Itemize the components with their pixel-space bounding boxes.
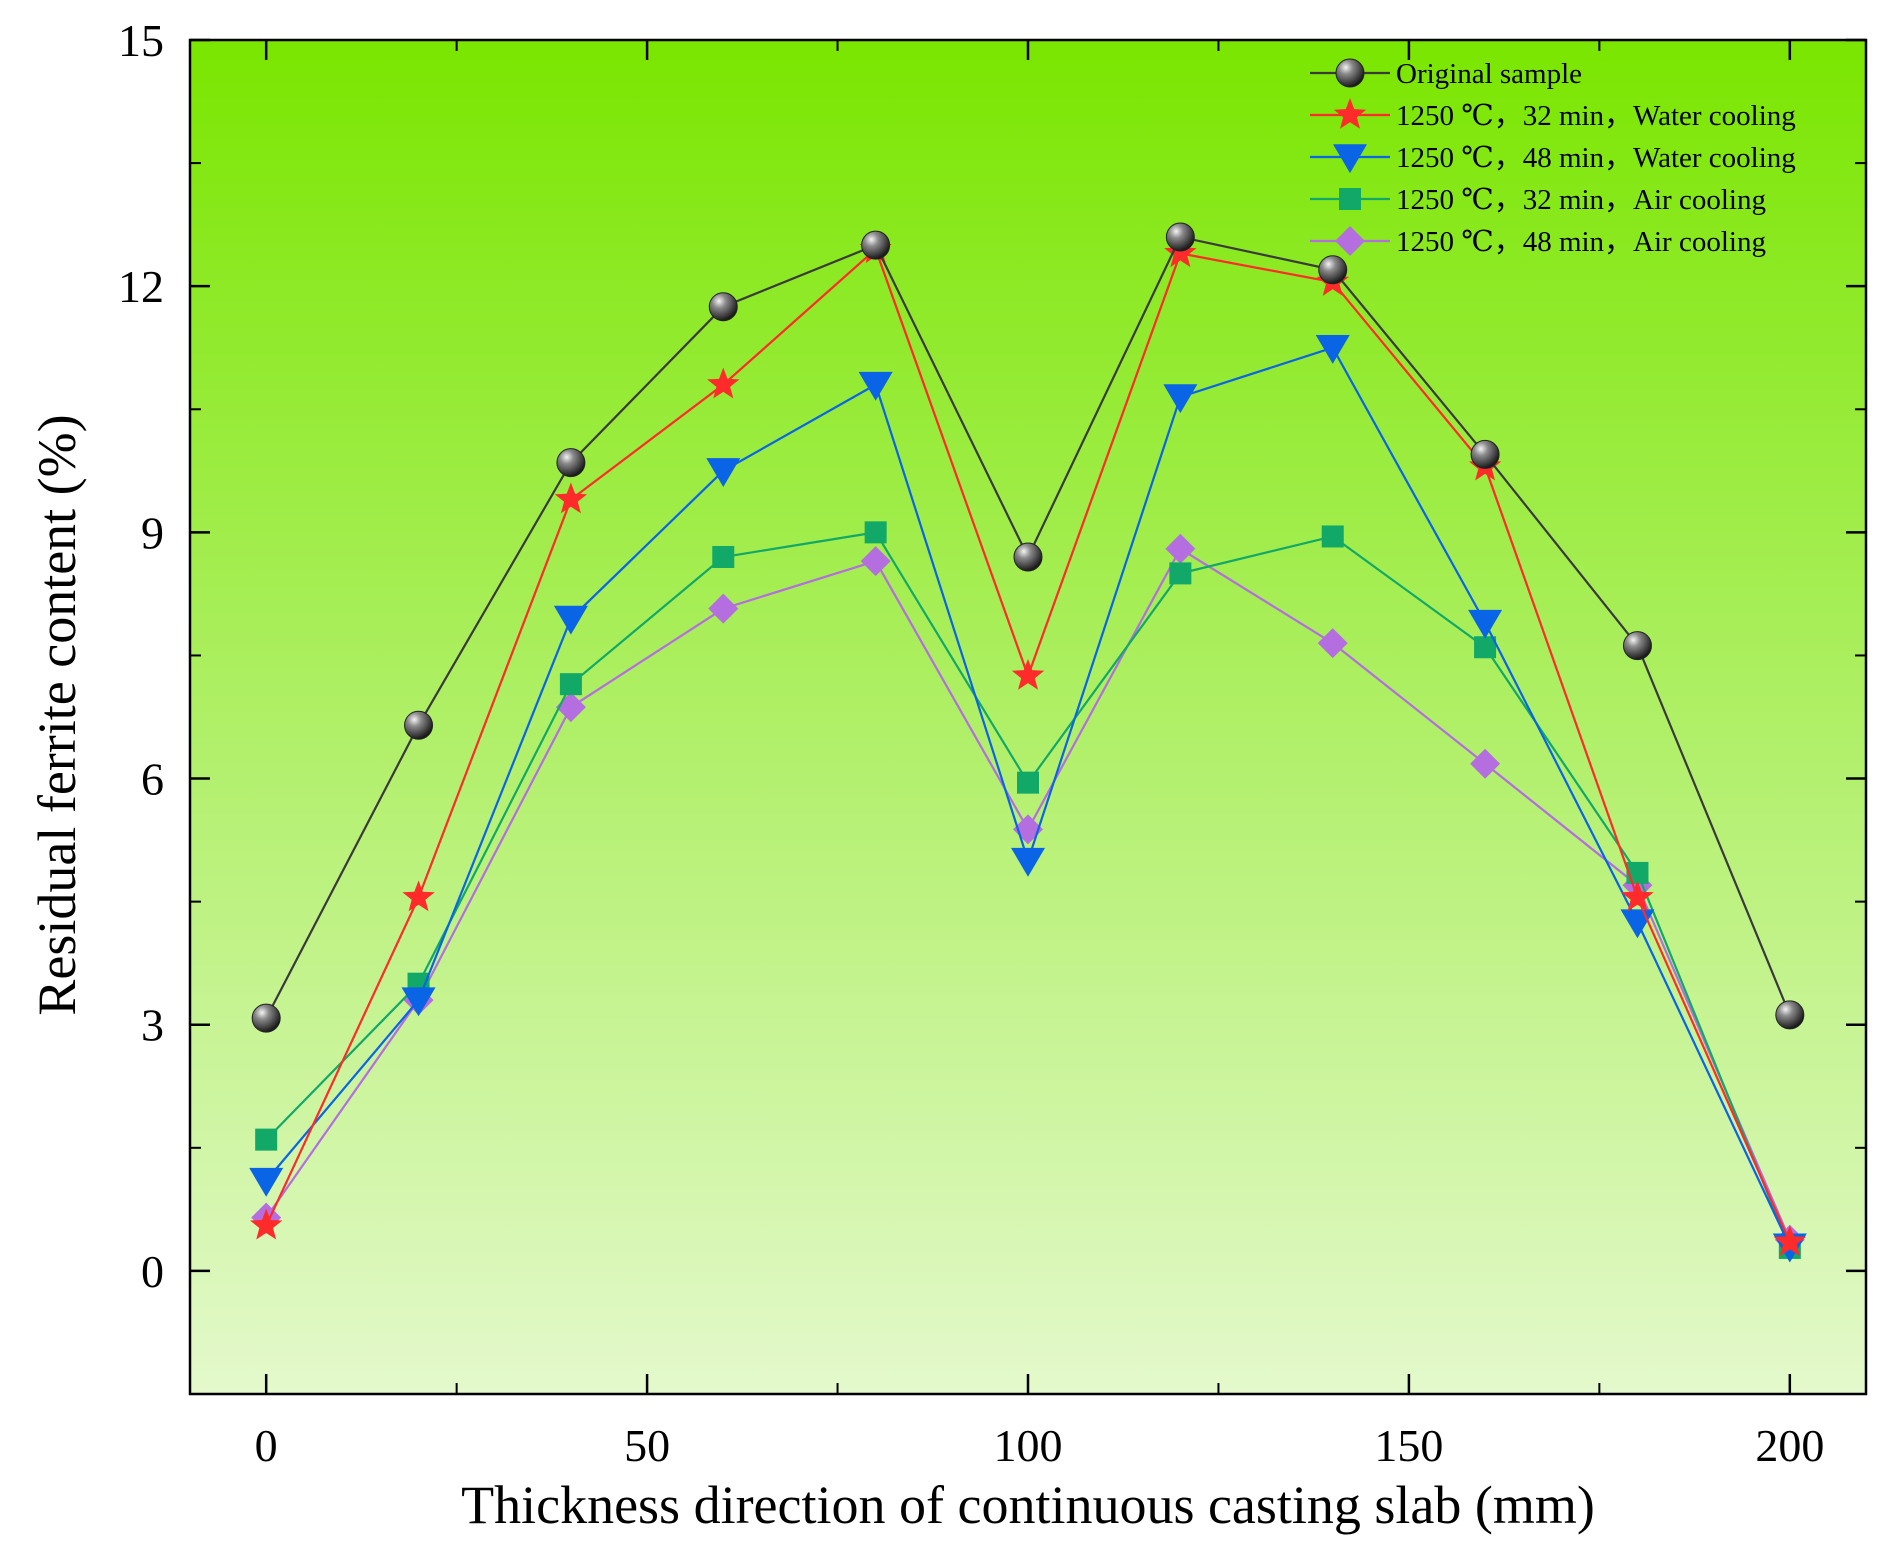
data-point	[556, 448, 586, 478]
y-tick-label: 3	[141, 1000, 164, 1051]
legend-label: 1250 ℃，32 min，Water cooling	[1396, 100, 1796, 132]
legend-label: 1250 ℃，32 min，Air cooling	[1396, 184, 1766, 216]
y-tick-label: 6	[141, 754, 164, 805]
y-tick-label: 9	[141, 507, 164, 558]
data-point	[1011, 847, 1045, 877]
data-point	[1169, 562, 1192, 585]
data-point	[708, 292, 738, 322]
data-point	[707, 367, 740, 399]
data-point	[559, 673, 582, 696]
series-layer	[249, 222, 1807, 1263]
legend-label: Original sample	[1396, 58, 1582, 90]
y-tick-label: 0	[141, 1246, 164, 1297]
x-tick-label: 0	[255, 1420, 278, 1471]
data-point	[249, 1167, 284, 1197]
legend-marker	[1333, 98, 1367, 129]
data-point	[1622, 631, 1652, 661]
data-point	[1315, 334, 1350, 364]
data-point	[1013, 542, 1043, 572]
data-point	[1165, 222, 1195, 252]
legend-label: 1250 ℃，48 min，Air cooling	[1396, 226, 1766, 258]
data-point	[402, 880, 435, 912]
data-point	[1470, 439, 1500, 469]
data-point	[1164, 236, 1197, 268]
data-point	[864, 521, 887, 544]
axis-ticks: 0 50 100 150 200 0 3 6 9 12 15	[118, 15, 1866, 1471]
legend-item: 1250 ℃，48 min，Water cooling	[1310, 142, 1796, 174]
data-point	[1775, 1000, 1805, 1030]
data-point	[251, 1003, 281, 1033]
data-point	[250, 1208, 283, 1240]
y-tick-label: 15	[118, 15, 164, 66]
x-tick-label: 50	[624, 1420, 670, 1471]
legend-marker	[1333, 144, 1367, 174]
data-point	[1468, 609, 1503, 639]
data-point	[708, 593, 739, 624]
data-point	[1318, 255, 1348, 285]
data-point	[1321, 525, 1344, 548]
data-point	[1773, 1225, 1806, 1256]
legend-item: Original sample	[1310, 58, 1582, 90]
data-point	[861, 230, 891, 260]
data-point	[706, 458, 741, 487]
x-tick-label: 200	[1755, 1420, 1824, 1471]
y-axis-title: Residual ferrite content (%)	[27, 414, 87, 1015]
data-point	[1626, 861, 1649, 884]
data-point	[1163, 384, 1198, 414]
x-axis-title: Thickness direction of continuous castin…	[461, 1475, 1595, 1535]
data-point	[404, 710, 434, 740]
data-point	[1621, 880, 1654, 912]
data-point	[712, 545, 735, 568]
data-point	[858, 371, 893, 401]
plot-frame	[188, 38, 1868, 1396]
plot-background	[190, 40, 1866, 1394]
series-1	[251, 222, 1805, 1033]
data-point	[401, 987, 436, 1017]
legend-item: 1250 ℃，32 min，Water cooling	[1310, 98, 1796, 132]
data-point	[860, 546, 891, 577]
data-point	[1017, 771, 1039, 794]
legend-marker	[1335, 58, 1365, 88]
legend-item: 1250 ℃，48 min，Air cooling	[1310, 226, 1766, 258]
legend-item: 1250 ℃，32 min，Air cooling	[1310, 184, 1766, 216]
legend: Original sample 1250 ℃，32 min，Water cooli…	[1310, 58, 1796, 258]
x-tick-label: 150	[1374, 1420, 1443, 1471]
data-point	[1470, 748, 1501, 779]
data-point	[1165, 533, 1196, 564]
data-point	[1317, 628, 1348, 659]
data-point	[554, 482, 588, 514]
data-point	[255, 1128, 278, 1151]
legend-marker	[1335, 226, 1365, 256]
y-tick-label: 12	[118, 261, 164, 312]
data-point	[553, 605, 588, 635]
data-point	[1011, 658, 1045, 690]
legend-marker	[1339, 188, 1361, 210]
x-tick-label: 100	[994, 1420, 1063, 1471]
legend-label: 1250 ℃，48 min，Water cooling	[1396, 142, 1796, 174]
data-point	[1474, 636, 1497, 659]
